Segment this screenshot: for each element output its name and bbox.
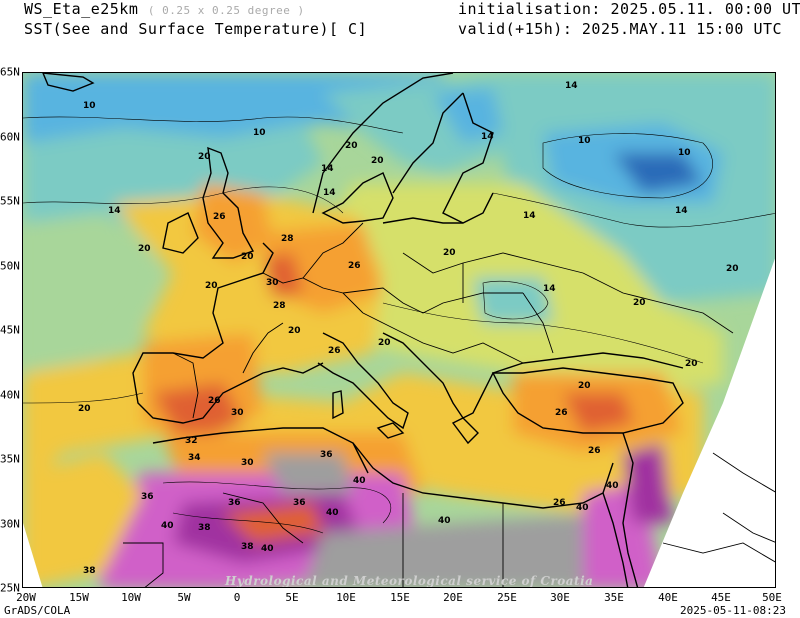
contour-label: 20 [198, 152, 211, 162]
sst-map: 10 10 10 10 14 14 14 14 14 14 14 14 20 2… [22, 72, 776, 588]
watermark: Hydrological and Meteorological service … [224, 574, 593, 588]
y-tick: 30N [0, 517, 20, 531]
contour-label: 20 [633, 298, 646, 308]
x-tick: 20E [443, 591, 463, 604]
valid-time: valid(+15h): 2025.MAY.11 15:00 UTC [458, 20, 783, 38]
contour-label: 20 [241, 252, 254, 262]
contour-label: 40 [576, 503, 589, 513]
contour-label: 40 [353, 476, 366, 486]
map-canvas: 10 10 10 10 14 14 14 14 14 14 14 14 20 2… [23, 73, 775, 588]
software-credit: GrADS/COLA [4, 604, 71, 617]
x-tick: 5W [177, 591, 191, 604]
x-tick: 35E [604, 591, 624, 604]
contour-label: 36 [320, 450, 333, 460]
contour-label: 14 [321, 164, 334, 174]
contour-label: 10 [253, 128, 266, 138]
coastlines [42, 73, 684, 587]
contour-label: 20 [371, 156, 384, 166]
contour-label: 26 [553, 498, 566, 508]
contour-label: 14 [543, 284, 556, 294]
contour-label: 14 [108, 206, 121, 216]
y-tick: 35N [0, 452, 20, 466]
x-tick: 0 [233, 591, 241, 604]
contour-label: 32 [185, 436, 198, 446]
contour-label: 14 [523, 211, 536, 221]
x-tick: 25E [497, 591, 517, 604]
contour-label: 14 [481, 132, 494, 142]
contour-label: 30 [231, 408, 244, 418]
contour-label: 20 [205, 281, 218, 291]
y-tick: 55N [0, 194, 20, 208]
x-tick: 5E [285, 591, 299, 604]
contour-label: 14 [323, 188, 336, 198]
contour-label-group: 10 10 10 10 14 14 14 14 14 14 14 14 20 2… [78, 81, 739, 576]
y-tick: 50N [0, 259, 20, 273]
contour-label: 20 [288, 326, 301, 336]
x-tick: 30E [550, 591, 570, 604]
contour-label: 34 [188, 453, 201, 463]
contour-label: 20 [78, 404, 91, 414]
contour-label: 30 [266, 278, 279, 288]
contour-label: 14 [565, 81, 578, 91]
contour-label: 38 [241, 542, 254, 552]
x-tick: 15E [390, 591, 410, 604]
contour-label: 26 [328, 346, 341, 356]
contour-label: 26 [213, 212, 226, 222]
contour-label: 26 [588, 446, 601, 456]
initialisation-time: initialisation: 2025.05.11. 00:00 UTC [458, 0, 800, 18]
y-tick: 60N [0, 130, 20, 144]
temperature-field [23, 73, 775, 587]
model-label: WS_Eta_e25km [24, 0, 139, 18]
contour-label: 28 [273, 301, 286, 311]
contour-label: 40 [261, 544, 274, 554]
x-tick: 10E [336, 591, 356, 604]
contour-label: 26 [208, 396, 221, 406]
contour-label: 20 [138, 244, 151, 254]
country-borders [123, 222, 775, 587]
outside-domain [643, 258, 775, 587]
contour-label: 20 [726, 264, 739, 274]
y-tick: 25N [0, 581, 20, 595]
contour-label: 20 [345, 141, 358, 151]
y-tick: 45N [0, 323, 20, 337]
contour-label: 26 [555, 408, 568, 418]
x-tick: 10W [121, 591, 141, 604]
contour-label: 14 [675, 206, 688, 216]
contour-label: 38 [83, 566, 96, 576]
contour-label: 10 [83, 101, 96, 111]
contour-label: 36 [228, 498, 241, 508]
contour-label: 28 [281, 234, 294, 244]
contour-label: 40 [438, 516, 451, 526]
contour-label: 20 [443, 248, 456, 258]
x-tick: 50E [762, 591, 782, 604]
y-tick: 65N [0, 65, 20, 79]
contour-label: 40 [606, 481, 619, 491]
resolution-label: ( 0.25 x 0.25 degree ) [147, 4, 305, 17]
contour-label: 30 [241, 458, 254, 468]
contour-label: 10 [678, 148, 691, 158]
contour-label: 20 [685, 359, 698, 369]
x-tick: 40E [658, 591, 678, 604]
contour-label: 20 [578, 381, 591, 391]
contour-label: 40 [161, 521, 174, 531]
x-tick: 20W [16, 591, 36, 604]
x-tick: 15W [69, 591, 89, 604]
contour-label: 36 [293, 498, 306, 508]
contour-label: 26 [348, 261, 361, 271]
contour-label: 38 [198, 523, 211, 533]
contour-label: 40 [326, 508, 339, 518]
contour-label: 10 [578, 136, 591, 146]
x-tick: 45E [711, 591, 731, 604]
contour-lines [23, 116, 775, 534]
y-tick: 40N [0, 388, 20, 402]
model-name: WS_Eta_e25km ( 0.25 x 0.25 degree ) [24, 0, 305, 18]
contour-label: 20 [378, 338, 391, 348]
contour-label: 36 [141, 492, 154, 502]
render-timestamp: 2025-05-11-08:23 [680, 604, 786, 617]
variable-title: SST(See and Surface Temperature)[ C] [24, 20, 368, 38]
